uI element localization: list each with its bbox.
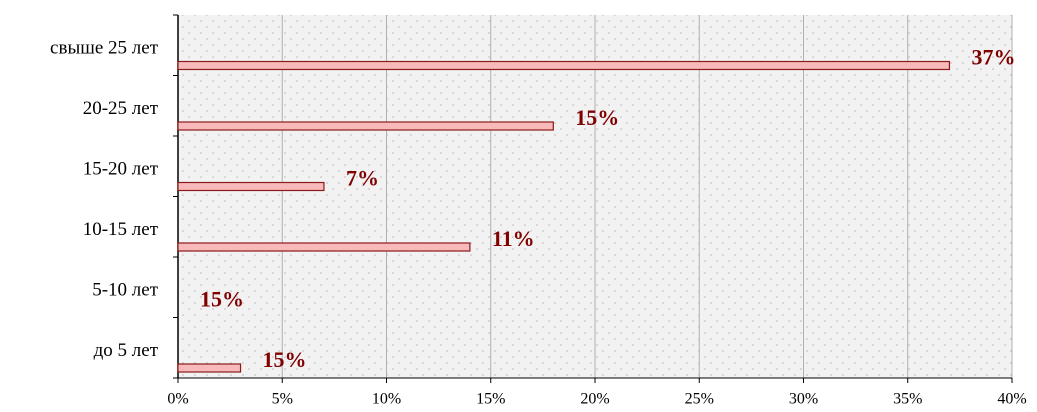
y-tick-label: до 5 лет — [94, 340, 159, 361]
x-tick-label: 15% — [476, 391, 505, 408]
x-tick-label: 40% — [997, 391, 1026, 408]
bar — [177, 363, 242, 373]
data-label: 15% — [575, 105, 619, 130]
x-tick-label: 10% — [372, 391, 401, 408]
x-tick-label: 0% — [167, 391, 188, 408]
y-tick-label: свыше 25 лет — [50, 37, 159, 58]
data-label: 15% — [200, 287, 244, 312]
x-tick-label: 35% — [893, 391, 922, 408]
bar — [177, 181, 325, 192]
data-label: 15% — [263, 347, 307, 372]
data-label: 11% — [492, 226, 535, 251]
bar — [177, 60, 951, 71]
y-tick-label: 10-15 лет — [83, 219, 159, 240]
y-tick-label: 15-20 лет — [83, 158, 159, 179]
y-tick-label: 20-25 лет — [83, 98, 159, 119]
y-tick-label: 5-10 лет — [92, 279, 158, 300]
data-label: 37% — [971, 45, 1015, 70]
x-tick-label: 30% — [789, 391, 818, 408]
data-label: 7% — [346, 166, 379, 191]
x-tick-label: 20% — [580, 391, 609, 408]
bar — [177, 121, 554, 131]
x-tick-label: 25% — [685, 391, 714, 408]
bar — [177, 242, 471, 252]
x-tick-label: 5% — [272, 391, 293, 408]
